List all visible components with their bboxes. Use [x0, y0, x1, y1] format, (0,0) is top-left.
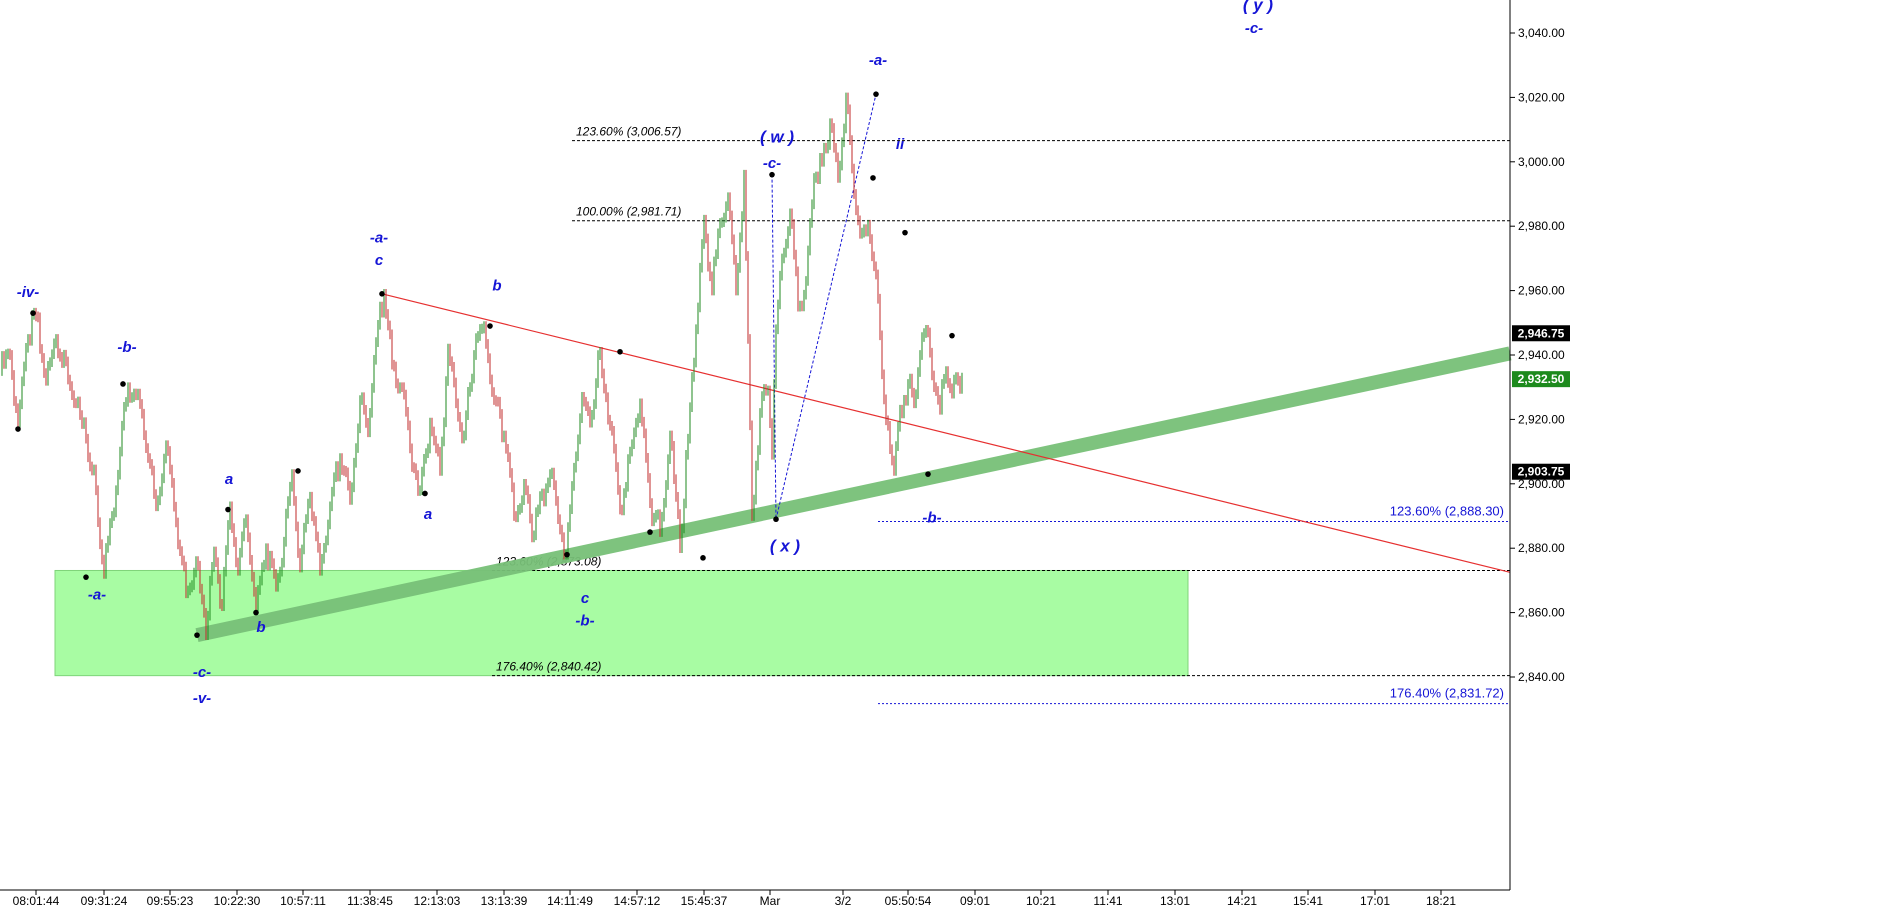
fib-label: 123.60% (3,006.57)	[576, 125, 681, 139]
swing-point	[700, 555, 706, 561]
time-tick-label: 10:57:11	[280, 894, 326, 907]
time-tick-label: 14:11:49	[547, 894, 593, 907]
wave-label: b	[492, 278, 501, 295]
wave-label: -v-	[193, 690, 211, 707]
price-tag-label: 2,903.75	[1518, 465, 1565, 479]
swing-point	[773, 516, 779, 523]
time-tick-label: 15:45:37	[681, 894, 728, 907]
swing-point	[83, 574, 89, 580]
swing-point	[487, 323, 493, 329]
wave-connector-line	[775, 94, 877, 520]
wave-label: ( w )	[760, 127, 794, 146]
swing-point	[194, 632, 200, 638]
price-tag-label: 2,932.50	[1518, 372, 1565, 386]
time-tick-label: 09:55:23	[147, 894, 194, 907]
wave-label: -c-	[763, 155, 781, 172]
price-tick-label: 2,960.00	[1518, 284, 1565, 298]
time-tick-label: 05:50:54	[885, 894, 932, 907]
time-tick-label: 12:13:03	[414, 894, 461, 907]
time-tick-label: 15:41	[1293, 894, 1323, 907]
fib-label: 123.60% (2,888.30)	[1390, 503, 1504, 518]
time-tick-label: 3/2	[835, 894, 852, 907]
price-series	[1, 92, 963, 640]
swing-point	[949, 332, 955, 339]
price-tick-label: 3,000.00	[1518, 155, 1565, 169]
fib-label: 176.40% (2,831.72)	[1390, 686, 1504, 701]
time-axis: 08:01:44 09:31:24 09:55:23 10:22:30 10:57:11…	[0, 889, 1510, 907]
wave-label: ii	[896, 136, 905, 153]
wave-connector-line	[771, 174, 777, 520]
swing-point	[379, 291, 385, 297]
swing-point	[295, 468, 301, 474]
price-tick-label: 2,880.00	[1518, 541, 1565, 555]
price-tags: 2,946.75 2,932.50 2,903.75	[1512, 325, 1570, 480]
time-tick-label: 13:13:39	[481, 894, 528, 907]
wave-label: c	[375, 252, 384, 269]
swing-point	[564, 551, 570, 558]
wave-labels: -iv- -b- -a- -c- -v-a b -a-c b a c -b- ( w ) -c- ( x …	[17, 0, 1274, 707]
price-tick-label: 2,920.00	[1518, 412, 1565, 426]
wave-label: -a-	[869, 52, 887, 69]
wave-label: -b-	[922, 509, 941, 526]
price-tick-label: 2,940.00	[1518, 348, 1565, 362]
wave-label: -a-	[88, 587, 106, 604]
price-axis: 2,840.00 2,860.00 2,880.00 2,900.00 2,920.00…	[1509, 0, 1565, 890]
time-tick-label: 11:41	[1093, 894, 1122, 907]
wave-label: -c-	[193, 664, 211, 681]
swing-point	[120, 381, 126, 387]
trend-lines	[195, 94, 1512, 642]
time-tick-label: 11:38:45	[347, 894, 393, 907]
swing-point	[225, 506, 231, 513]
wave-label: -b-	[117, 339, 136, 356]
wave-label: a	[225, 471, 233, 488]
wave-label: c	[581, 590, 590, 607]
swing-point	[925, 471, 931, 477]
wave-label: -iv-	[17, 284, 40, 301]
swing-point	[769, 171, 775, 178]
swing-points	[15, 91, 955, 638]
time-tick-label: 08:01:44	[13, 894, 60, 907]
price-tick-label: 2,860.00	[1518, 606, 1565, 620]
time-tick-label: 13:01	[1160, 894, 1190, 907]
time-tick-label: 10:21	[1026, 894, 1056, 907]
swing-point	[647, 529, 653, 535]
support-channel-line	[195, 346, 1512, 642]
time-tick-label: 17:01	[1360, 894, 1390, 907]
swing-point	[617, 348, 623, 355]
price-tick-label: 3,020.00	[1518, 90, 1565, 104]
swing-point	[870, 175, 876, 181]
fib-label: 100.00% (2,981.71)	[576, 205, 681, 219]
price-tick-label: 2,840.00	[1518, 670, 1565, 684]
time-tick-label: 14:57:12	[614, 894, 661, 907]
wave-label: -b-	[575, 612, 594, 629]
price-tick-label: 2,980.00	[1518, 219, 1565, 233]
price-tag-box	[1512, 325, 1570, 342]
price-tick-label: 3,040.00	[1518, 26, 1565, 40]
time-tick-label: 09:31:24	[81, 894, 128, 907]
time-tick-label: 14:21	[1227, 894, 1257, 907]
price-tag-box	[1512, 463, 1570, 480]
fib-label: 176.40% (2,840.42)	[496, 660, 601, 674]
price-tag-box	[1512, 371, 1570, 388]
price-tick-label: 2,900.00	[1518, 477, 1565, 491]
time-tick-label: Mar	[760, 894, 781, 907]
swing-point	[15, 426, 21, 432]
time-tick-label: 18:21	[1426, 894, 1456, 907]
time-tick-label: 09:01	[960, 894, 990, 907]
swing-point	[902, 229, 908, 236]
price-tag-label: 2,946.75	[1518, 326, 1565, 340]
swing-point	[422, 490, 428, 497]
wave-label: b	[256, 619, 265, 636]
swing-point	[30, 310, 36, 316]
swing-point	[873, 91, 879, 97]
resistance-trend-line	[381, 293, 1511, 573]
wave-label: -a-	[370, 229, 388, 246]
wave-label: a	[424, 506, 432, 523]
wave-label: -c-	[1245, 20, 1263, 37]
swing-point	[253, 609, 259, 616]
wave-label: ( x )	[770, 536, 801, 555]
wave-label: ( y )	[1243, 0, 1274, 14]
time-tick-label: 10:22:30	[214, 894, 261, 907]
